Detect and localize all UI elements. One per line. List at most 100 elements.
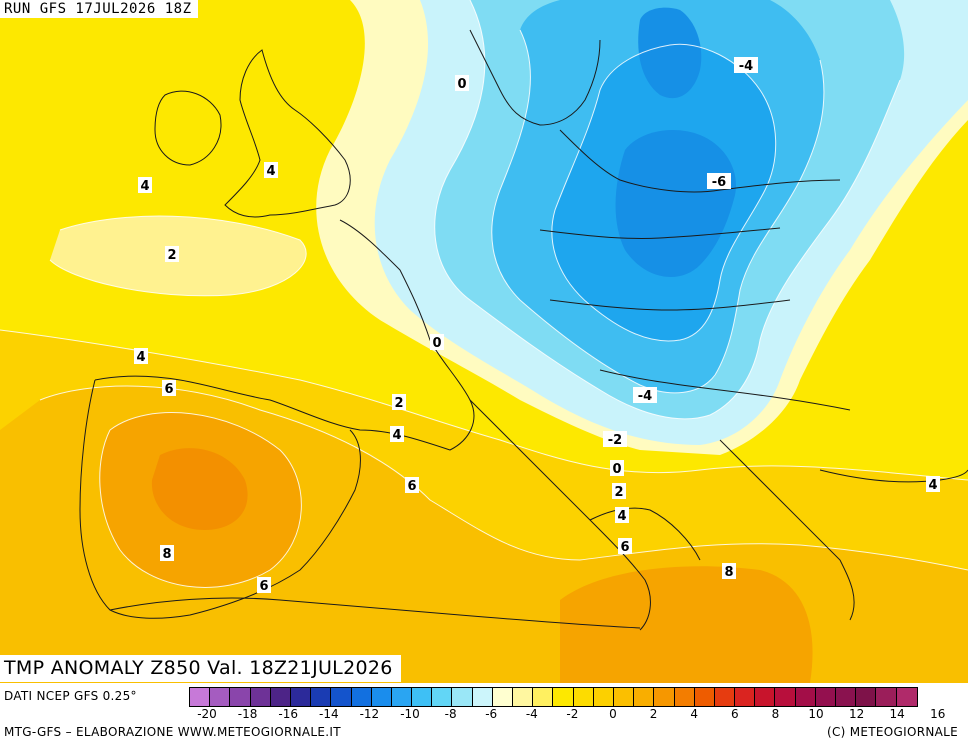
svg-text:6: 6 — [620, 540, 629, 555]
legend-swatch — [331, 688, 352, 706]
anomaly-core-central-europe — [615, 130, 736, 277]
legend-swatch — [593, 688, 614, 706]
legend-swatch — [735, 688, 756, 706]
contour-label: 4 — [264, 162, 278, 179]
contour-label: 6 — [405, 477, 419, 494]
legend-tick-label: -16 — [278, 707, 298, 721]
contour-label: 0 — [610, 460, 624, 477]
legend-swatch — [674, 688, 695, 706]
color-legend-bar — [189, 687, 918, 707]
contour-label: -4 — [633, 387, 657, 404]
svg-text:4: 4 — [140, 179, 149, 194]
svg-text:6: 6 — [407, 479, 416, 494]
svg-text:-4: -4 — [638, 389, 652, 404]
legend-tick-label: 2 — [649, 707, 658, 721]
legend-tick-label: 6 — [730, 707, 739, 721]
run-label: RUN GFS 17JUL2026 18Z — [0, 0, 198, 18]
legend-swatch — [533, 688, 554, 706]
legend-swatch — [412, 688, 433, 706]
contour-label: 4 — [138, 177, 152, 194]
legend-tick-label: -12 — [359, 707, 380, 721]
legend-swatch — [896, 688, 917, 706]
legend-tick-label: 10 — [808, 707, 824, 721]
legend-swatch — [492, 688, 513, 706]
contour-label: 4 — [390, 426, 404, 443]
legend-swatch — [634, 688, 655, 706]
legend-tick-label: -8 — [444, 707, 457, 721]
anomaly-zone-8-med — [560, 566, 813, 683]
contour-label: 0 — [455, 75, 469, 92]
contour-label: 2 — [165, 246, 179, 263]
legend-swatch — [351, 688, 372, 706]
color-legend-ticks: -20-18-16-14-12-10-8-6-4-202468101214162… — [189, 707, 968, 723]
contour-label: 6 — [618, 538, 632, 555]
svg-text:2: 2 — [394, 396, 403, 411]
legend-swatch — [230, 688, 251, 706]
contour-label: -4 — [734, 57, 758, 74]
legend-tick-label: 8 — [771, 707, 780, 721]
svg-text:6: 6 — [164, 382, 173, 397]
legend-swatch — [775, 688, 796, 706]
legend-swatch — [553, 688, 574, 706]
legend-swatch — [472, 688, 493, 706]
anomaly-core-baltic — [638, 7, 702, 99]
svg-text:0: 0 — [457, 77, 466, 92]
legend-swatch — [694, 688, 715, 706]
legend-tick-label: 14 — [889, 707, 905, 721]
legend-tick-label: -18 — [237, 707, 258, 721]
legend-swatch — [432, 688, 453, 706]
contour-label: 4 — [134, 348, 148, 365]
legend-tick-label: 4 — [690, 707, 699, 721]
svg-text:6: 6 — [259, 579, 268, 594]
legend-swatch — [714, 688, 736, 706]
legend-swatch — [755, 688, 776, 706]
legend-swatch — [795, 688, 816, 706]
legend-swatch — [654, 688, 675, 706]
contour-label: 6 — [257, 577, 271, 594]
contour-label: 2 — [392, 394, 406, 411]
contour-lines — [0, 0, 968, 588]
svg-text:4: 4 — [266, 164, 275, 179]
contour-label-group: 0 -4 -6 -4 -2 0 2 4 6 8 6 — [134, 57, 940, 594]
legend-tick-label: -2 — [566, 707, 579, 721]
svg-text:4: 4 — [392, 428, 401, 443]
legend-swatch — [290, 688, 312, 706]
legend-swatch — [815, 688, 836, 706]
legend-swatch — [311, 688, 332, 706]
map-title: TMP ANOMALY Z850 Val. 18Z21JUL2026 — [0, 655, 401, 682]
svg-text:-2: -2 — [608, 433, 622, 448]
contour-label: 4 — [926, 476, 940, 493]
legend-tick-label: 16 — [930, 707, 946, 721]
legend-swatch — [856, 688, 877, 706]
svg-text:-4: -4 — [739, 59, 753, 74]
svg-text:0: 0 — [432, 336, 441, 351]
credit-copyright: (C) METEOGIORNALE — [826, 725, 958, 739]
svg-text:4: 4 — [136, 350, 145, 365]
svg-text:-6: -6 — [712, 175, 726, 190]
svg-text:8: 8 — [724, 565, 733, 580]
svg-text:2: 2 — [614, 485, 623, 500]
contour-label: 8 — [722, 563, 736, 580]
contour-label: 4 — [615, 507, 629, 524]
contour-label: 6 — [162, 380, 176, 397]
svg-text:8: 8 — [162, 547, 171, 562]
legend-tick-label: -14 — [318, 707, 339, 721]
contour-label: -2 — [603, 431, 627, 448]
legend-swatch — [190, 688, 211, 706]
legend-swatch — [250, 688, 271, 706]
legend-swatch — [573, 688, 594, 706]
legend-tick-label: -6 — [485, 707, 498, 721]
legend-tick-label: 12 — [848, 707, 865, 721]
legend-tick-label: -4 — [525, 707, 538, 721]
legend-swatch — [836, 688, 857, 706]
credit-elaborazione: MTG-GFS – ELABORAZIONE WWW.METEOGIORNALE… — [4, 725, 341, 739]
anomaly-map: 0 -4 -6 -4 -2 0 2 4 6 8 6 — [0, 0, 968, 683]
legend-swatch — [513, 688, 534, 706]
legend-swatch — [391, 688, 413, 706]
legend-swatch — [210, 688, 231, 706]
dataset-label: DATI NCEP GFS 0.25° — [4, 689, 137, 703]
contour-label: 8 — [160, 545, 174, 562]
svg-text:0: 0 — [612, 462, 621, 477]
legend-swatch — [613, 688, 635, 706]
svg-text:4: 4 — [928, 478, 937, 493]
